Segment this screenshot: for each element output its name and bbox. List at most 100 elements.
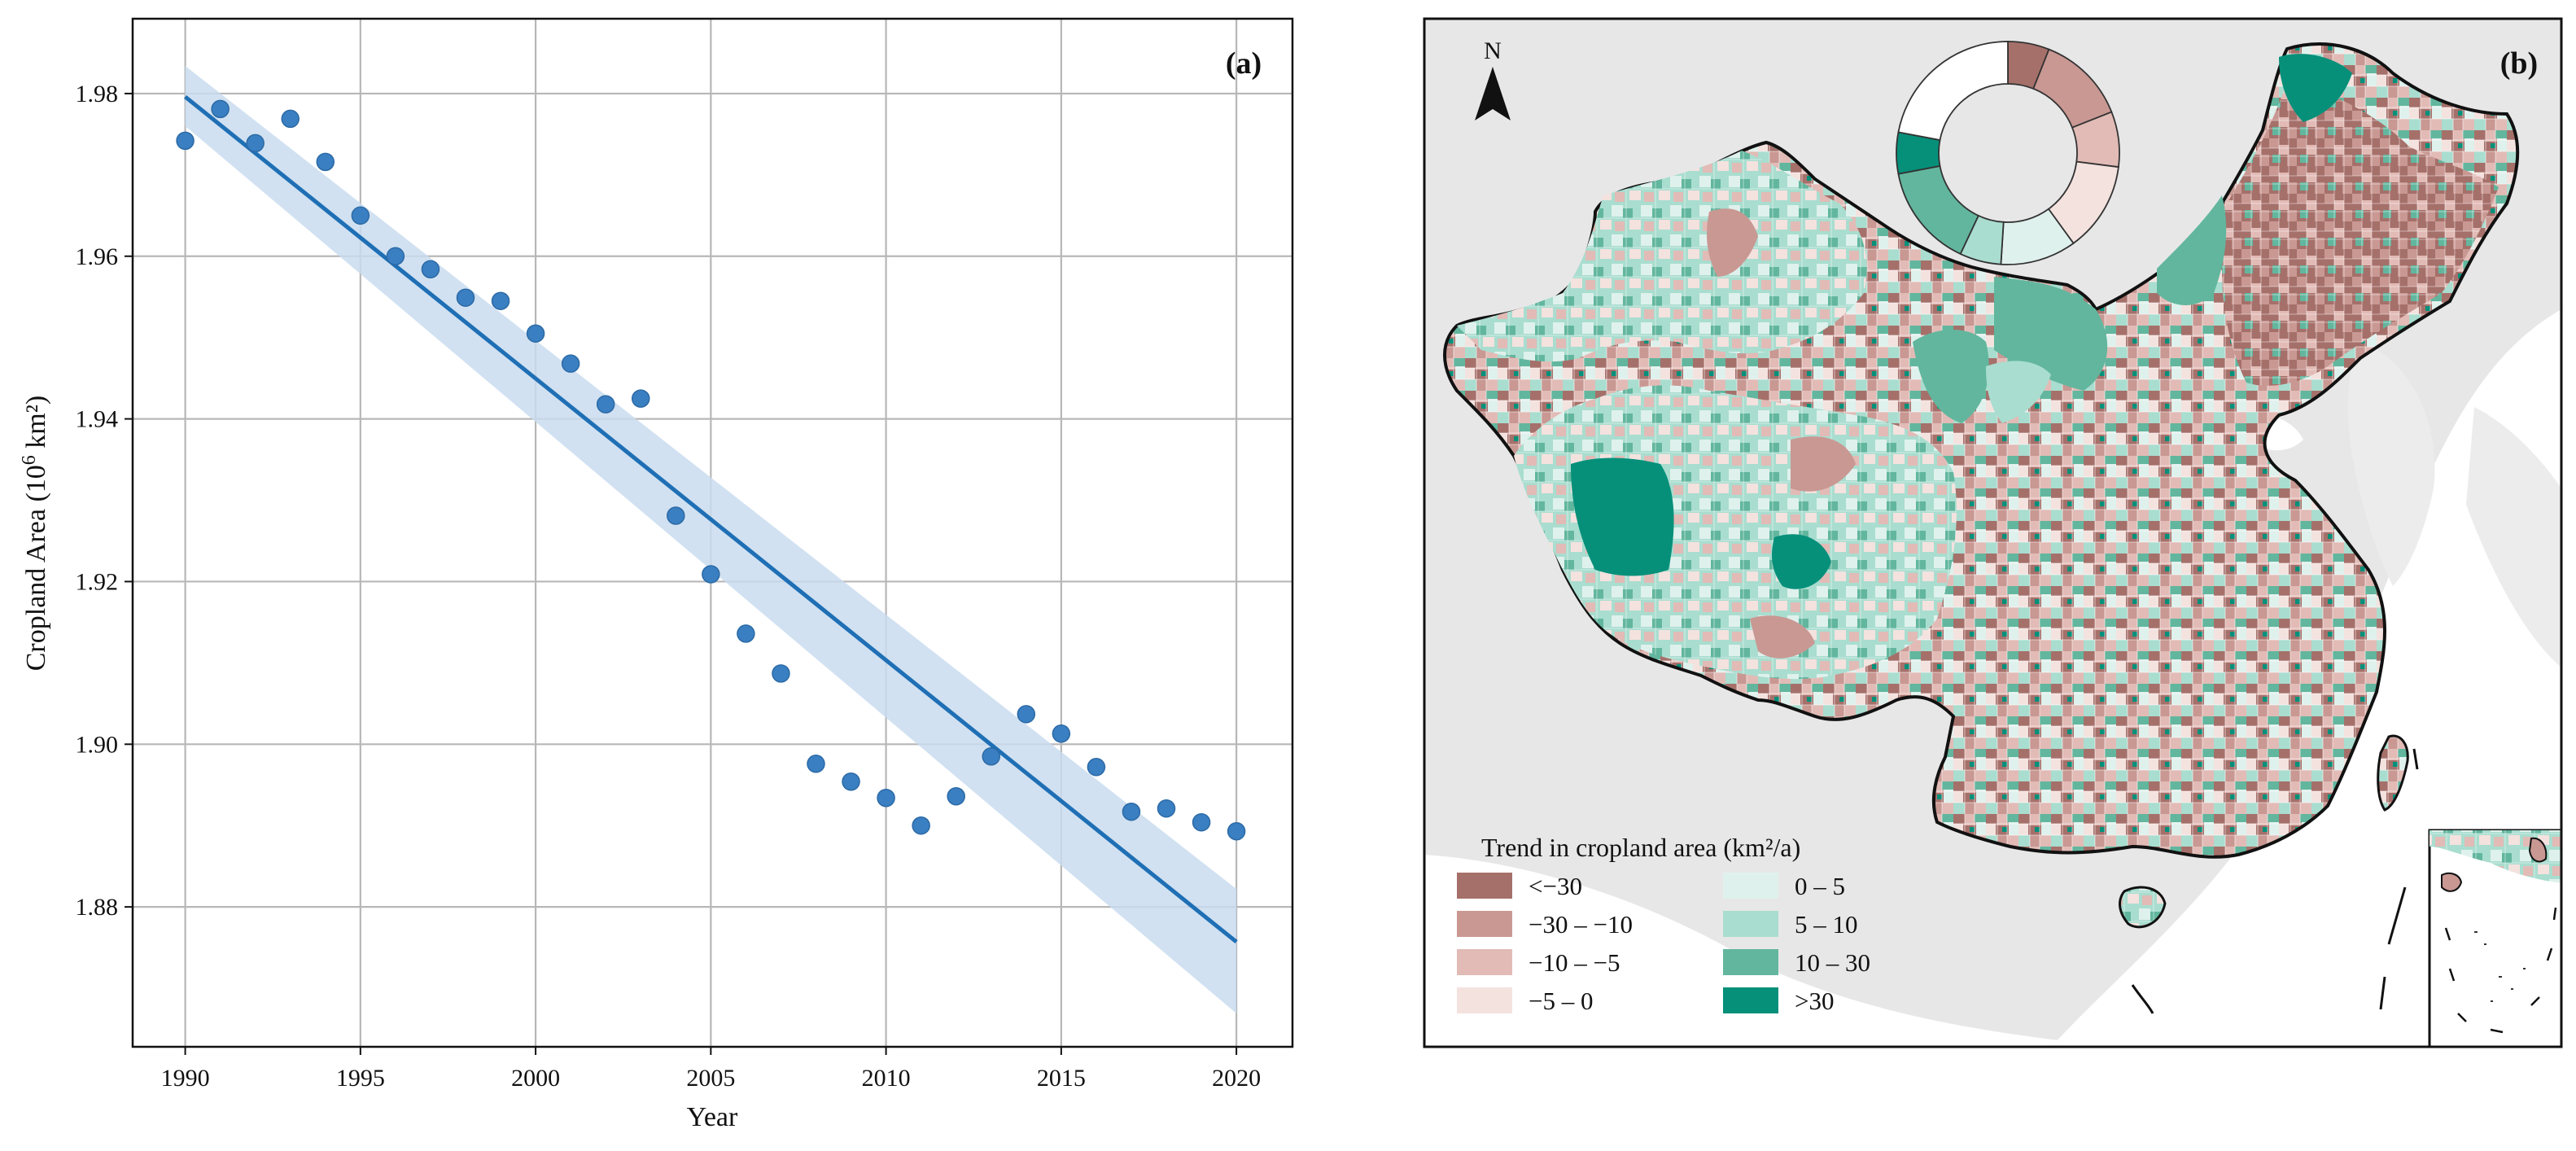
data-point xyxy=(631,389,650,408)
panel-label-b: (b) xyxy=(2500,46,2538,81)
y-tick-label: 1.90 xyxy=(76,731,119,758)
data-point xyxy=(667,506,685,525)
inset-map xyxy=(2428,829,2563,1048)
legend-label: <−30 xyxy=(1529,872,1582,900)
sea-south xyxy=(1424,855,2116,1047)
legend-label: −10 – −5 xyxy=(1529,948,1620,977)
legend-label: >30 xyxy=(1795,987,1834,1015)
x-tick-label: 2020 xyxy=(1212,1065,1261,1092)
data-point xyxy=(1087,758,1106,777)
legend-label: 10 – 30 xyxy=(1795,948,1870,977)
inset-taiwan xyxy=(2528,837,2548,863)
legend-swatch xyxy=(1457,987,1512,1013)
data-point xyxy=(456,288,475,307)
data-point xyxy=(351,206,370,225)
china-map xyxy=(1443,42,2520,859)
region-xinjiang-strip xyxy=(1707,208,1758,277)
inset-mainland xyxy=(2429,830,2561,883)
north-arrow: N xyxy=(1475,37,1511,120)
data-point xyxy=(1157,799,1176,818)
legend-label: 5 – 10 xyxy=(1795,910,1858,939)
map-frame xyxy=(1423,17,2563,1048)
y-tick-label: 1.96 xyxy=(76,243,119,270)
axis-ticks: 1990 1995 2000 2005 2010 2015 2020 1.88 1.90 1.92… xyxy=(76,81,1262,1092)
data-point xyxy=(702,565,720,584)
data-point xyxy=(1192,812,1211,832)
region-northeast xyxy=(2222,81,2499,386)
region-xinjiang-north xyxy=(1457,151,1867,362)
legend-swatch xyxy=(1723,911,1778,937)
legend-label: −5 – 0 xyxy=(1529,987,1593,1015)
north-label: N xyxy=(1484,37,1502,64)
legend-title: Trend in cropland area (km²/a) xyxy=(1481,833,1800,862)
region-qaidam xyxy=(1791,436,1856,492)
inset-hainan xyxy=(2441,872,2463,892)
y-tick-label: 1.92 xyxy=(76,568,119,595)
nine-dash-segments xyxy=(2131,748,2419,1014)
data-point xyxy=(316,152,335,172)
y-tick-label: 1.98 xyxy=(76,81,119,107)
region-qinghai-south xyxy=(1772,534,1831,589)
data-points xyxy=(176,99,1246,841)
data-point xyxy=(947,786,965,806)
data-point xyxy=(526,324,545,343)
legend-swatch xyxy=(1457,873,1512,899)
taiwan-island xyxy=(2377,734,2409,812)
north-arrow-icon xyxy=(1475,67,1511,120)
data-point xyxy=(176,131,195,151)
data-point xyxy=(807,755,825,773)
data-point xyxy=(386,247,405,266)
x-tick-label: 2000 xyxy=(511,1065,560,1092)
data-point xyxy=(737,624,755,643)
y-tick-label: 1.88 xyxy=(76,894,119,921)
x-tick-label: 1990 xyxy=(161,1065,210,1092)
x-tick-label: 1995 xyxy=(336,1065,385,1092)
x-tick-label: 2005 xyxy=(686,1065,735,1092)
hainan-island xyxy=(2119,886,2167,929)
data-point xyxy=(596,395,615,414)
donut-slice xyxy=(1897,41,2009,142)
data-point xyxy=(1122,802,1141,821)
legend-swatch xyxy=(1723,949,1778,975)
region-heilongjiang-north xyxy=(2279,54,2352,122)
data-point xyxy=(982,747,1001,766)
x-tick-label: 2015 xyxy=(1037,1065,1086,1092)
data-point xyxy=(1227,821,1246,841)
legend-swatch xyxy=(1457,949,1512,975)
data-point xyxy=(211,99,230,119)
x-tick-label: 2010 xyxy=(862,1065,911,1092)
share-donut xyxy=(1896,41,2120,265)
x-axis-label: Year xyxy=(687,1102,738,1132)
panel-label-a: (a) xyxy=(1226,46,1262,81)
legend-label: 0 – 5 xyxy=(1795,872,1845,900)
region-gansu xyxy=(1913,330,1989,423)
confidence-band xyxy=(185,65,1237,1014)
region-inner-mongolia-east xyxy=(2157,195,2227,305)
inset-islands xyxy=(2474,931,2526,1002)
y-axis-label: Cropland Area (106 km²) xyxy=(19,396,51,672)
legend: Trend in cropland area (km²/a) <−30 −30 –… xyxy=(1457,833,1870,1015)
data-point xyxy=(561,354,580,373)
legend-swatch xyxy=(1723,873,1778,899)
trend-line xyxy=(184,94,1238,944)
data-point xyxy=(877,788,895,807)
region-ningxia xyxy=(1986,361,2051,423)
data-point xyxy=(421,260,440,279)
japan-islands xyxy=(2466,407,2561,667)
data-point xyxy=(772,664,790,683)
y-tick-label: 1.94 xyxy=(76,406,119,433)
panel-b: N Trend in cropland area (km²/a) <−30 −30… xyxy=(1423,17,2563,1048)
inset-nine-dash-line xyxy=(2444,907,2557,1034)
data-point xyxy=(246,133,265,153)
panel-a: 1990 1995 2000 2005 2010 2015 2020 1.88 1.90 1.92… xyxy=(19,17,1294,1132)
data-point xyxy=(912,816,930,835)
legend-swatch xyxy=(1457,911,1512,937)
data-point xyxy=(491,291,510,310)
region-tibet-west xyxy=(1571,457,1674,576)
data-point xyxy=(842,772,860,791)
legend-swatch xyxy=(1723,987,1778,1013)
korea-peninsula xyxy=(2347,342,2435,586)
data-point xyxy=(281,109,300,129)
region-tibet-south xyxy=(1750,615,1815,659)
